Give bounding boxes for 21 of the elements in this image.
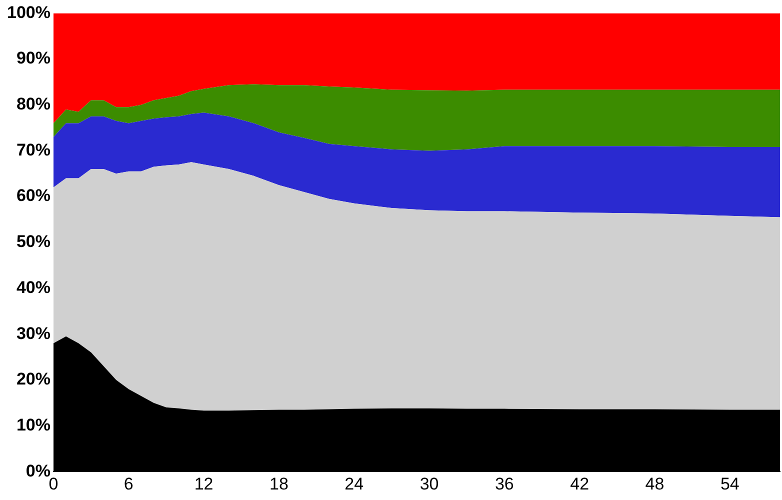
y-tick-label: 60% xyxy=(16,186,50,206)
y-tick-label: 0% xyxy=(26,461,50,480)
x-tick-label: 48 xyxy=(645,474,664,494)
y-tick-label: 80% xyxy=(16,94,50,114)
x-tick-label: 18 xyxy=(269,474,288,494)
x-tick-label: 0 xyxy=(48,474,58,494)
x-tick-label: 12 xyxy=(194,474,214,494)
x-tick-label: 30 xyxy=(420,474,439,494)
x-tick-label: 6 xyxy=(124,474,134,494)
y-tick-label: 50% xyxy=(16,232,50,252)
x-tick-label: 24 xyxy=(344,474,364,494)
y-tick-label: 90% xyxy=(16,48,50,68)
y-tick-label: 10% xyxy=(16,415,50,434)
x-tick-label: 42 xyxy=(570,474,590,494)
y-tick-label: 70% xyxy=(16,140,50,160)
y-tick-label: 40% xyxy=(16,278,50,297)
y-tick-label: 20% xyxy=(16,370,50,389)
y-tick-label: 100% xyxy=(6,2,50,22)
x-tick-label: 54 xyxy=(720,474,740,494)
x-tick-label: 36 xyxy=(494,474,514,494)
y-tick-label: 30% xyxy=(16,324,50,343)
